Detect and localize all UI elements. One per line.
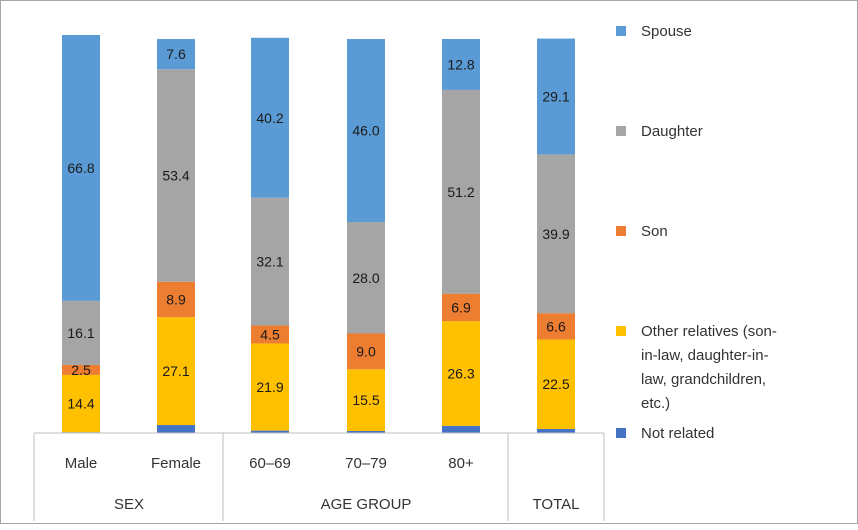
bar-male-spouse bbox=[62, 35, 100, 301]
data-label-total-daughter: 39.9 bbox=[542, 226, 569, 242]
data-label-70-79-other-relatives-son-in-l: 15.5 bbox=[352, 392, 379, 408]
legend-swatch-other-relatives-son-in-l bbox=[616, 326, 626, 336]
data-label-60-69-daughter: 32.1 bbox=[256, 254, 283, 270]
legend-swatch-daughter bbox=[616, 126, 626, 136]
group-label-sex: SEX bbox=[114, 496, 144, 513]
group-label-age-group: AGE GROUP bbox=[321, 496, 412, 513]
bar-80-not-related bbox=[442, 425, 480, 433]
bar-female-son bbox=[157, 281, 195, 318]
category-label-60-69: 60–69 bbox=[249, 455, 291, 472]
legend: Spouse Daughter Son Other relatives (son-in… bbox=[616, 23, 777, 442]
bar-60-69-other-relatives-son-in-l bbox=[251, 343, 289, 431]
data-label-80-daughter: 51.2 bbox=[447, 184, 474, 200]
data-label-male-daughter: 16.1 bbox=[67, 325, 94, 341]
data-label-80-other-relatives-son-in-l: 26.3 bbox=[447, 365, 474, 381]
bar-80-other-relatives-son-in-l bbox=[442, 321, 480, 426]
bar-80-daughter bbox=[442, 89, 480, 294]
legend-swatch-spouse bbox=[616, 26, 626, 36]
legend-label-spouse: Spouse bbox=[641, 23, 692, 40]
bar-60-69-daughter bbox=[251, 197, 289, 326]
data-label-60-69-spouse: 40.2 bbox=[256, 110, 283, 126]
legend-label-other-relatives-son-in-l-line-1: Other relatives (son- bbox=[641, 323, 777, 340]
bar-female-spouse bbox=[157, 38, 195, 70]
data-label-male-son: 2.5 bbox=[71, 362, 91, 378]
data-label-70-79-daughter: 28.0 bbox=[352, 270, 379, 286]
data-label-80-spouse: 12.8 bbox=[447, 56, 474, 72]
data-label-female-daughter: 53.4 bbox=[162, 167, 189, 183]
data-labels-layer: 14.4 2.5 16.1 66.8 27.1 8.9 53.4 7.6 21.9 4.5 32.1… bbox=[67, 46, 569, 411]
data-label-female-son: 8.9 bbox=[166, 291, 186, 307]
legend-label-daughter: Daughter bbox=[641, 123, 703, 140]
bar-total-daughter bbox=[537, 154, 575, 314]
bar-60-69-not-related bbox=[251, 430, 289, 433]
category-label-female: Female bbox=[151, 455, 201, 472]
bar-80-son bbox=[442, 293, 480, 322]
data-label-80-son: 6.9 bbox=[451, 299, 471, 315]
bar-60-69-spouse bbox=[251, 37, 289, 198]
bar-70-79-spouse bbox=[347, 38, 385, 223]
data-label-60-69-other-relatives-son-in-l: 21.9 bbox=[256, 379, 283, 395]
bar-70-79-other-relatives-son-in-l bbox=[347, 369, 385, 432]
bar-total-son bbox=[537, 313, 575, 340]
legend-swatch-not-related bbox=[616, 428, 626, 438]
group-label-total: TOTAL bbox=[533, 496, 580, 513]
data-label-total-other-relatives-son-in-l: 22.5 bbox=[542, 376, 569, 392]
bar-70-79-not-related bbox=[347, 431, 385, 433]
bar-total-not-related bbox=[537, 429, 575, 433]
legend-swatch-son bbox=[616, 226, 626, 236]
bars-layer bbox=[62, 35, 575, 433]
legend-label-other-relatives-son-in-l-line-3: law, grandchildren, bbox=[641, 371, 766, 388]
bar-male-other-relatives-son-in-l bbox=[62, 374, 100, 433]
category-label-70-79: 70–79 bbox=[345, 455, 387, 472]
data-label-male-spouse: 66.8 bbox=[67, 160, 94, 176]
category-label-male: Male bbox=[65, 455, 98, 472]
category-axis-table: Male Female 60–69 70–79 80+ SEX AGE GROUP TOTAL bbox=[33, 432, 605, 521]
bar-80-spouse bbox=[442, 38, 480, 90]
data-label-female-spouse: 7.6 bbox=[166, 46, 186, 62]
bar-male-daughter bbox=[62, 300, 100, 365]
bar-female-other-relatives-son-in-l bbox=[157, 317, 195, 426]
bar-70-79-son bbox=[347, 333, 385, 370]
bar-male-son bbox=[62, 364, 100, 375]
data-label-60-69-son: 4.5 bbox=[260, 326, 280, 342]
data-label-total-son: 6.6 bbox=[546, 318, 566, 334]
data-label-70-79-son: 9.0 bbox=[356, 343, 376, 359]
bar-female-not-related bbox=[157, 425, 195, 433]
legend-label-other-relatives-son-in-l-line-4: etc.) bbox=[641, 395, 670, 412]
legend-label-other-relatives-son-in-l-line-2: in-law, daughter-in- bbox=[641, 347, 769, 364]
bar-total-spouse bbox=[537, 38, 575, 155]
legend-label-son: Son bbox=[641, 223, 668, 240]
legend-label-not-related: Not related bbox=[641, 425, 714, 442]
data-label-female-other-relatives-son-in-l: 27.1 bbox=[162, 363, 189, 379]
bar-total-other-relatives-son-in-l bbox=[537, 339, 575, 430]
category-label-80: 80+ bbox=[448, 455, 474, 472]
data-label-70-79-spouse: 46.0 bbox=[352, 123, 379, 139]
bar-70-79-daughter bbox=[347, 222, 385, 334]
data-label-total-spouse: 29.1 bbox=[542, 88, 569, 104]
data-label-male-other-relatives-son-in-l: 14.4 bbox=[67, 396, 94, 412]
bar-female-daughter bbox=[157, 69, 195, 282]
bar-60-69-son bbox=[251, 325, 289, 344]
